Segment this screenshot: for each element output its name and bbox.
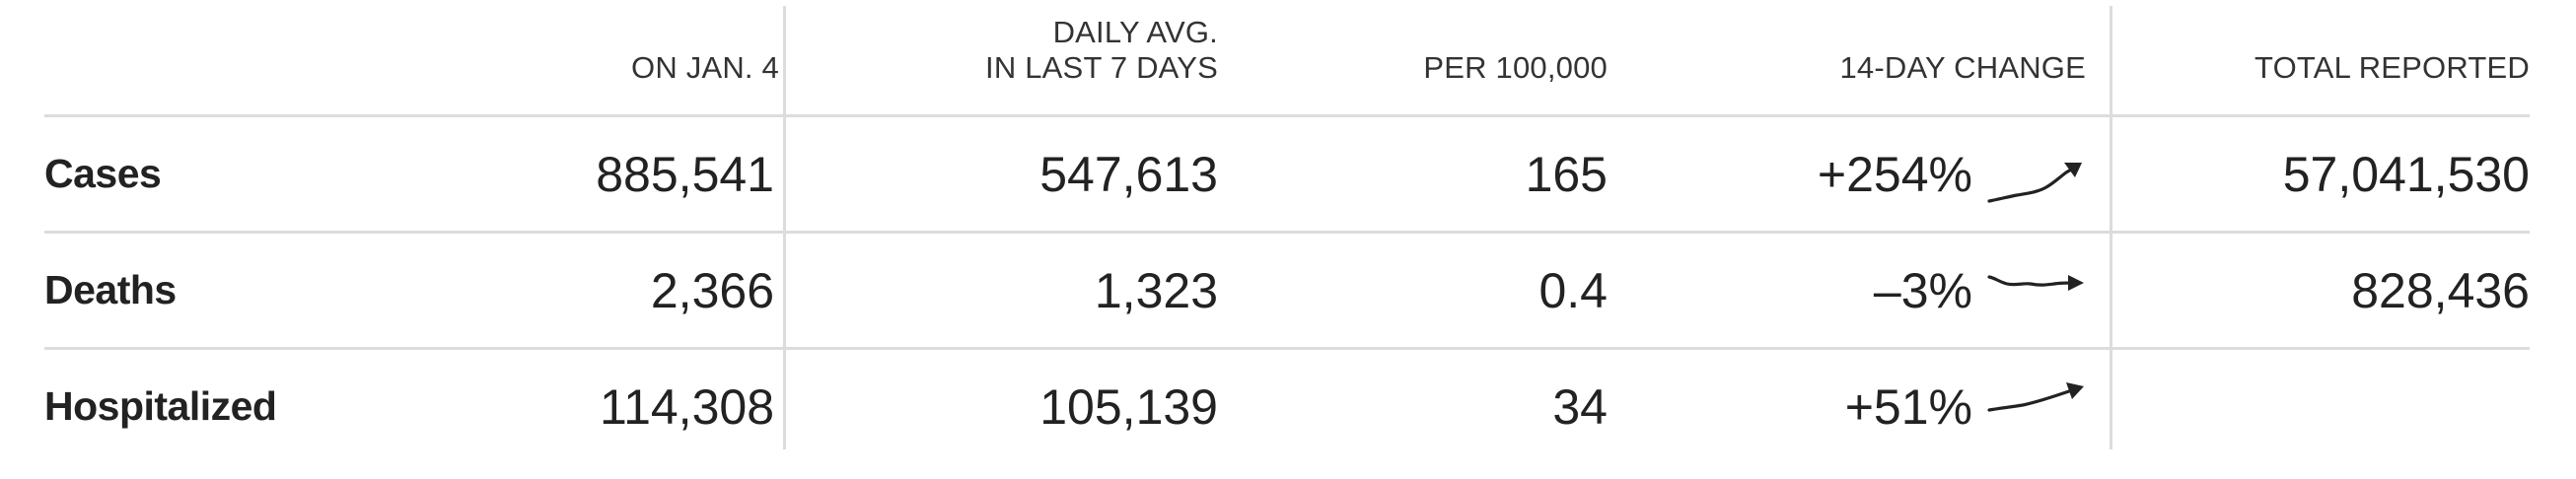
row-divider (44, 347, 2530, 350)
column-divider (2110, 6, 2112, 449)
header-14-day-change: 14-DAY CHANGE (1839, 50, 2086, 85)
table-row-deaths: Deaths 2,366 1,323 0.4 –3% 828,436 (44, 233, 2530, 348)
cell-on-jan-4: 2,366 (650, 262, 774, 318)
cell-total-reported (2115, 349, 2530, 464)
cell-14-day-change: –3% (1873, 262, 1972, 318)
cell-daily-avg: 105,139 (1039, 378, 1218, 435)
cell-per-100000: 165 (1525, 146, 1608, 202)
cell-per-100000: 34 (1552, 378, 1608, 435)
header-per-100000: PER 100,000 (1423, 50, 1608, 85)
header-on-jan-4: ON JAN. 4 (631, 50, 779, 85)
cell-daily-avg: 1,323 (1094, 262, 1218, 318)
row-label: Cases (44, 151, 162, 196)
cell-on-jan-4: 885,541 (596, 146, 774, 202)
row-label: Hospitalized (44, 383, 277, 429)
cell-14-day-change: +254% (1817, 146, 1972, 202)
row-divider (44, 231, 2530, 234)
cell-on-jan-4: 114,308 (599, 378, 774, 435)
cell-total-reported: 57,041,530 (2282, 146, 2530, 202)
column-divider (783, 6, 786, 449)
header-divider (44, 114, 2530, 117)
cell-per-100000: 0.4 (1538, 262, 1608, 318)
header-total-reported: TOTAL REPORTED (2254, 50, 2530, 85)
table-row-cases: Cases 885,541 547,613 165 +254% 57,041,5… (44, 116, 2530, 232)
cell-daily-avg: 547,613 (1039, 146, 1218, 202)
table-row-hospitalized: Hospitalized 114,308 105,139 34 +51% (44, 349, 2530, 464)
covid-stats-table: ON JAN. 4 DAILY AVG. IN LAST 7 DAYS PER … (44, 0, 2530, 479)
trend-flat-icon (1987, 233, 2086, 348)
trend-up-steep-icon (1987, 116, 2086, 232)
header-daily-avg: DAILY AVG. IN LAST 7 DAYS (985, 15, 1218, 85)
row-label: Deaths (44, 267, 177, 312)
cell-total-reported: 828,436 (2351, 262, 2530, 318)
trend-up-gentle-icon (1987, 349, 2086, 464)
cell-14-day-change: +51% (1844, 378, 1972, 435)
